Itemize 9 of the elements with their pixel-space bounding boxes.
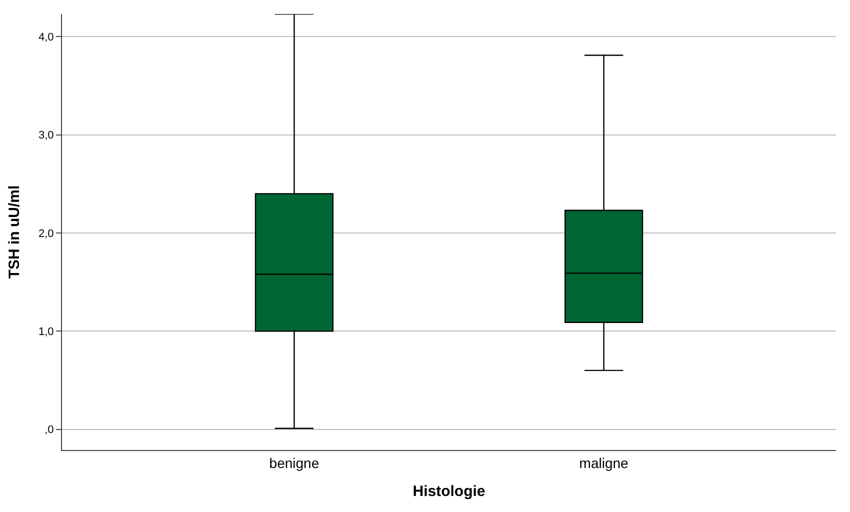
y-tick-label: ,0 [44,424,54,436]
x-axis-title: Histologie [412,482,486,500]
x-tick-label: maligne [579,454,629,471]
y-axis-title: TSH in uU/ml [6,185,23,279]
y-tick-label: 4,0 [38,31,54,44]
y-tick-label: 2,0 [38,228,54,240]
y-tick-label: 1,0 [38,326,54,338]
x-tick-label: benigne [269,454,320,471]
y-tick-label: 3,0 [38,130,54,142]
